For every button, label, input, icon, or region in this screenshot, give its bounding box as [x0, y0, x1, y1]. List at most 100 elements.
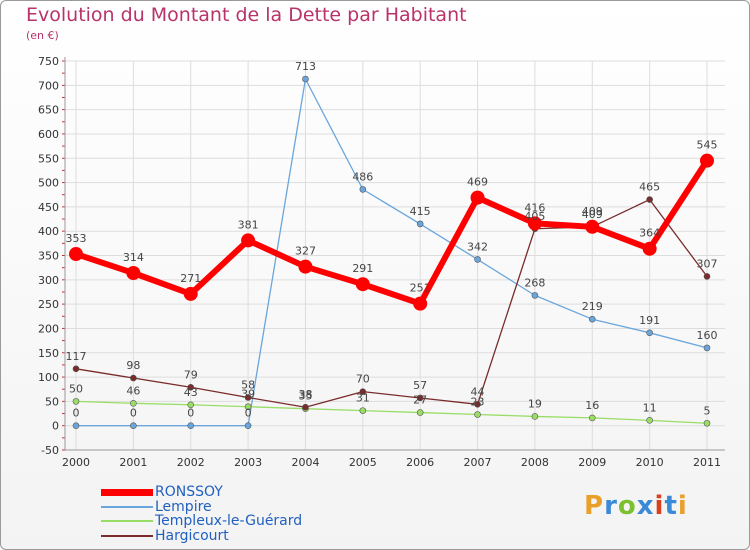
data-point-lempire: [703, 344, 711, 352]
y-tick-label: 650: [38, 104, 59, 117]
data-point-lempire: [130, 422, 137, 429]
data-point-lempire: [244, 422, 252, 429]
data-label-templeux-le-gu-rard: 19: [528, 397, 542, 410]
legend-swatch: [101, 520, 153, 523]
y-tick-label: 550: [38, 152, 59, 165]
series-ronssoy: [69, 153, 714, 311]
data-point-templeux-le-gu-rard: [416, 409, 424, 416]
data-point-ronssoy: [355, 277, 370, 292]
data-label-hargicourt: 117: [66, 350, 87, 363]
data-label-lempire: 0: [130, 407, 137, 420]
y-tick-label: 350: [38, 250, 59, 263]
x-tick-label: 2007: [464, 456, 492, 469]
logo-letter: x: [636, 491, 655, 521]
data-label-hargicourt: 409: [582, 208, 603, 221]
series-lempire: [72, 75, 711, 429]
proxiti-logo: Proxiti: [584, 491, 688, 521]
y-tick-label: 200: [38, 322, 59, 335]
data-point-templeux-le-gu-rard: [72, 398, 80, 405]
grid-lines: [62, 57, 725, 451]
x-tick-label: 2005: [349, 456, 377, 469]
legend-swatch: [101, 488, 153, 496]
data-label-ronssoy: 469: [467, 176, 488, 189]
data-label-ronssoy: 381: [238, 218, 259, 231]
x-axis-ticks: 2000 2001 2002 2003 2004 2005 2006 2007 2008 2009…: [62, 456, 721, 469]
y-tick-label: -50: [41, 444, 59, 457]
x-tick-label: 2003: [234, 456, 262, 469]
legend-label: Lempire: [155, 498, 212, 515]
data-label-templeux-le-gu-rard: 35: [298, 390, 312, 403]
y-tick-label: 250: [38, 298, 59, 311]
data-point-templeux-le-gu-rard: [359, 407, 367, 414]
logo-letter: o: [617, 491, 637, 521]
legend-item: Templeux-le-Guérard: [101, 513, 303, 530]
logo-letter: P: [584, 491, 605, 521]
legend-swatch: [101, 505, 153, 508]
data-label-templeux-le-gu-rard: 50: [69, 382, 83, 395]
data-label-ronssoy: 251: [410, 282, 431, 295]
data-point-templeux-le-gu-rard: [474, 411, 481, 418]
chart-title: Evolution du Montant de la Dette par Hab…: [26, 4, 467, 26]
data-label-lempire: 0: [187, 407, 194, 420]
data-label-templeux-le-gu-rard: 11: [643, 401, 657, 414]
legend-item: Hargicourt: [101, 528, 302, 544]
legend-item: Lempire: [101, 498, 302, 515]
series-hargicourt: [72, 196, 711, 411]
logo-letter: i: [677, 491, 688, 521]
data-point-ronssoy: [413, 296, 428, 311]
data-point-templeux-le-gu-rard: [588, 414, 596, 422]
data-label-lempire: 160: [697, 329, 718, 342]
legend-item: RONSSOY: [101, 484, 302, 501]
data-label-ronssoy: 353: [66, 232, 87, 245]
data-label-hargicourt: 98: [126, 359, 140, 372]
y-axis-ticks: -50 0 50 100 150 200 250 300 350 400 450 500 550 600 6…: [38, 55, 59, 457]
x-tick-label: 2002: [177, 456, 205, 469]
chart-subtitle: (en €): [26, 29, 59, 42]
legend-swatch: [101, 534, 153, 537]
series-templeux-le-gu-rard: [72, 398, 711, 427]
legend-label: Templeux-le-Guérard: [155, 513, 303, 530]
data-label-lempire: 342: [467, 240, 488, 253]
data-point-lempire: [187, 422, 195, 429]
data-point-hargicourt: [703, 273, 711, 280]
logo-letter: r: [604, 491, 618, 521]
data-point-hargicourt: [72, 365, 80, 373]
series-line-lempire: [76, 78, 708, 427]
data-point-hargicourt: [302, 403, 309, 411]
data-point-ronssoy: [527, 216, 542, 231]
y-tick-label: 300: [38, 274, 59, 287]
y-tick-label: 700: [38, 79, 59, 92]
x-tick-label: 2008: [521, 456, 549, 469]
legend-label: RONSSOY: [155, 484, 223, 501]
x-tick-label: 2010: [636, 456, 664, 469]
data-label-hargicourt: 70: [356, 373, 370, 386]
x-tick-label: 2009: [578, 456, 606, 469]
data-point-lempire: [302, 75, 309, 83]
data-label-ronssoy: 327: [295, 245, 316, 258]
data-label-lempire: 415: [410, 205, 431, 218]
data-point-templeux-le-gu-rard: [130, 400, 137, 407]
y-tick-label: 750: [38, 55, 59, 68]
data-point-hargicourt: [474, 400, 481, 408]
data-label-ronssoy: 545: [697, 139, 718, 152]
data-point-lempire: [646, 329, 653, 337]
data-label-hargicourt: 465: [639, 181, 660, 194]
data-label-lempire: 486: [352, 170, 373, 183]
y-tick-label: 50: [45, 395, 59, 408]
data-point-ronssoy: [183, 286, 198, 301]
data-point-templeux-le-gu-rard: [531, 413, 539, 420]
series-layer: [69, 75, 714, 429]
y-tick-label: 150: [38, 347, 59, 360]
data-label-templeux-le-gu-rard: 31: [356, 392, 370, 405]
data-label-templeux-le-gu-rard: 5: [704, 404, 711, 417]
logo-letter: t: [664, 491, 678, 521]
data-label-ronssoy: 314: [123, 251, 144, 264]
data-point-ronssoy: [241, 233, 256, 248]
data-label-ronssoy: 291: [352, 262, 373, 275]
data-label-ronssoy: 416: [524, 201, 545, 214]
x-tick-label: 2004: [291, 456, 319, 469]
data-point-ronssoy: [585, 219, 600, 234]
data-point-hargicourt: [187, 383, 195, 391]
